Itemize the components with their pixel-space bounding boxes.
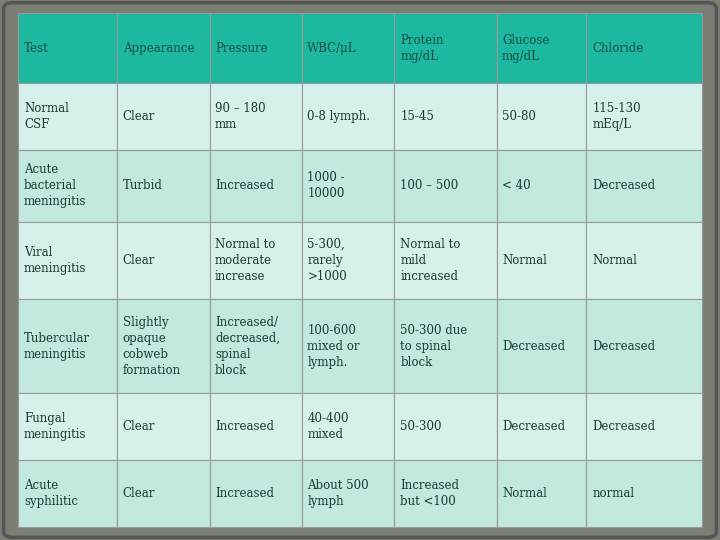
Bar (497, 299, 585, 393)
Bar (18, 460, 117, 526)
Text: Acute
syphilitic: Acute syphilitic (24, 478, 78, 508)
Text: Clear: Clear (122, 254, 155, 267)
Text: 100-600
mixed or
lymph.: 100-600 mixed or lymph. (307, 323, 360, 369)
Text: Decreased: Decreased (593, 420, 656, 433)
Bar (395, 299, 497, 393)
Text: Slightly
opaque
cobweb
formation: Slightly opaque cobweb formation (122, 316, 181, 376)
Text: 0-8 lymph.: 0-8 lymph. (307, 110, 370, 123)
Bar (302, 83, 395, 150)
Text: Pressure: Pressure (215, 42, 268, 55)
Text: Normal: Normal (502, 487, 547, 500)
Text: 50-300: 50-300 (400, 420, 442, 433)
Bar (302, 460, 395, 526)
Text: Appearance: Appearance (122, 42, 194, 55)
Text: 50-80: 50-80 (502, 110, 536, 123)
Bar (395, 83, 497, 150)
Bar (210, 460, 302, 526)
Text: Normal: Normal (502, 254, 547, 267)
Bar (210, 150, 302, 222)
Bar (585, 393, 702, 460)
Bar (18, 150, 117, 222)
Text: Tubercular
meningitis: Tubercular meningitis (24, 332, 90, 361)
Text: normal: normal (593, 487, 635, 500)
Bar (18, 299, 117, 393)
Bar (117, 222, 210, 299)
Text: 5-300,
rarely
>1000: 5-300, rarely >1000 (307, 238, 347, 283)
Text: Decreased: Decreased (593, 179, 656, 192)
Bar (302, 150, 395, 222)
Text: Glucose
mg/dL: Glucose mg/dL (502, 33, 549, 63)
Bar (585, 83, 702, 150)
Text: Fungal
meningitis: Fungal meningitis (24, 412, 86, 441)
Text: Viral
meningitis: Viral meningitis (24, 246, 86, 275)
Bar (395, 222, 497, 299)
Bar (497, 14, 585, 83)
Text: Chloride: Chloride (593, 42, 644, 55)
Text: Test: Test (24, 42, 48, 55)
Text: < 40: < 40 (502, 179, 531, 192)
FancyBboxPatch shape (4, 3, 716, 537)
Text: Increased: Increased (215, 179, 274, 192)
Bar (18, 393, 117, 460)
Text: 15-45: 15-45 (400, 110, 434, 123)
Text: 90 – 180
mm: 90 – 180 mm (215, 102, 266, 131)
Text: About 500
lymph: About 500 lymph (307, 478, 369, 508)
Text: Increased: Increased (215, 487, 274, 500)
Bar (18, 222, 117, 299)
Text: 50-300 due
to spinal
block: 50-300 due to spinal block (400, 323, 467, 369)
Text: Normal
CSF: Normal CSF (24, 102, 69, 131)
Text: 115-130
mEq/L: 115-130 mEq/L (593, 102, 642, 131)
Bar (585, 14, 702, 83)
Text: Turbid: Turbid (122, 179, 163, 192)
Bar (302, 14, 395, 83)
Text: Decreased: Decreased (502, 420, 565, 433)
Text: Normal: Normal (593, 254, 638, 267)
Bar (117, 393, 210, 460)
Bar (18, 83, 117, 150)
Bar (117, 150, 210, 222)
Text: Increased/
decreased,
spinal
block: Increased/ decreased, spinal block (215, 316, 280, 376)
Text: Clear: Clear (122, 487, 155, 500)
Text: WBC/μL: WBC/μL (307, 42, 357, 55)
Bar (117, 83, 210, 150)
Bar (302, 222, 395, 299)
Bar (497, 393, 585, 460)
Text: Acute
bacterial
meningitis: Acute bacterial meningitis (24, 163, 86, 208)
Text: Clear: Clear (122, 420, 155, 433)
Bar (395, 150, 497, 222)
Text: Decreased: Decreased (502, 340, 565, 353)
Bar (395, 460, 497, 526)
Bar (117, 299, 210, 393)
Bar (497, 150, 585, 222)
Bar (497, 83, 585, 150)
Bar (210, 393, 302, 460)
Bar (585, 460, 702, 526)
Text: Decreased: Decreased (593, 340, 656, 353)
Bar (210, 222, 302, 299)
Text: Normal to
mild
increased: Normal to mild increased (400, 238, 461, 283)
Bar (18, 14, 117, 83)
Text: Normal to
moderate
increase: Normal to moderate increase (215, 238, 276, 283)
Bar (395, 393, 497, 460)
Bar (302, 299, 395, 393)
Bar (585, 222, 702, 299)
Bar (585, 299, 702, 393)
Bar (210, 299, 302, 393)
Text: 1000 -
10000: 1000 - 10000 (307, 171, 345, 200)
Text: Increased
but <100: Increased but <100 (400, 478, 459, 508)
Text: 100 – 500: 100 – 500 (400, 179, 459, 192)
Text: Clear: Clear (122, 110, 155, 123)
Bar (497, 460, 585, 526)
Bar (117, 14, 210, 83)
Text: 40-400
mixed: 40-400 mixed (307, 412, 349, 441)
Bar (585, 150, 702, 222)
Bar (117, 460, 210, 526)
Bar (497, 222, 585, 299)
Bar (210, 83, 302, 150)
Text: Increased: Increased (215, 420, 274, 433)
Bar (302, 393, 395, 460)
Bar (210, 14, 302, 83)
Bar (395, 14, 497, 83)
Text: Protein
mg/dL: Protein mg/dL (400, 33, 444, 63)
